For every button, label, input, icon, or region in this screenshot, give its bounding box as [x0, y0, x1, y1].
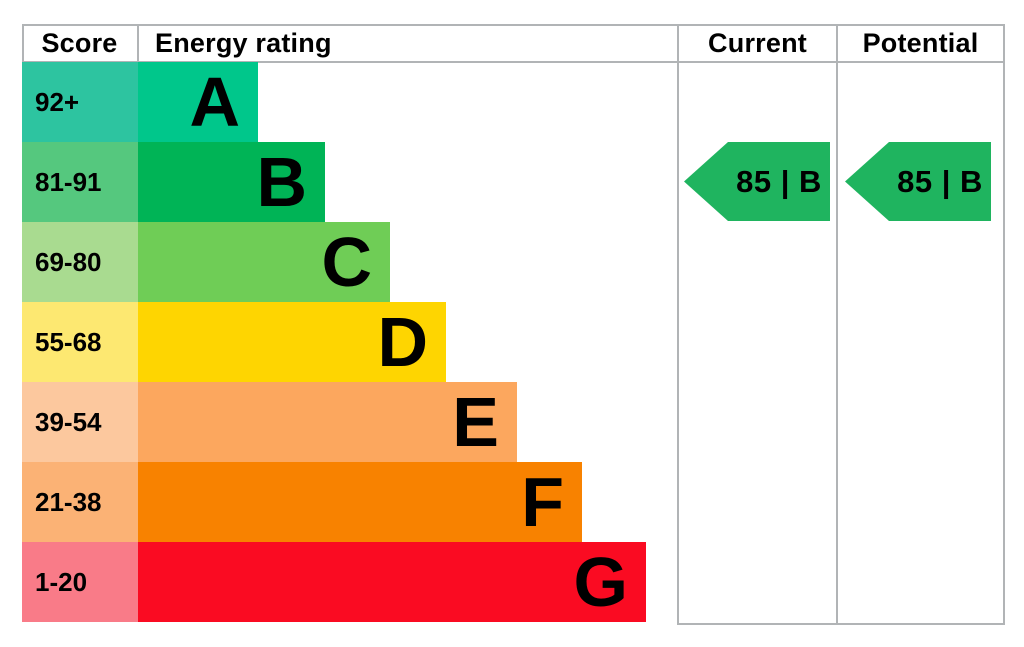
band-e-letter: E: [452, 383, 499, 461]
band-e-bar: E: [138, 382, 517, 462]
band-d-bar: D: [138, 302, 446, 382]
band-f-letter: F: [521, 463, 564, 541]
left-arrow-icon: [684, 142, 830, 221]
band-b-bar: B: [138, 142, 325, 222]
current-column-header: Current: [708, 27, 807, 58]
band-g-score-cell: 1-20: [22, 542, 138, 622]
current-rating-label: 85 | B: [736, 163, 822, 199]
potential-rating-arrow: 85 | B: [845, 142, 991, 221]
table-bottom-border: [677, 623, 1005, 625]
band-b-score-cell: 81-91: [22, 142, 138, 222]
potential-column-header: Potential: [862, 27, 979, 58]
band-c-bar: C: [138, 222, 390, 302]
current-rating-arrow: 85 | B: [684, 142, 830, 221]
header-underline: [22, 61, 1005, 63]
energy-rating-column-header: Energy rating: [155, 27, 332, 58]
current-column-left-border: [677, 24, 679, 625]
band-f-score-cell: 21-38: [22, 462, 138, 542]
table-left-border: [22, 24, 24, 63]
band-d-score-cell: 55-68: [22, 302, 138, 382]
left-arrow-icon: [845, 142, 991, 221]
band-c-letter: C: [321, 223, 372, 301]
band-g-letter: G: [573, 543, 628, 621]
score-column-divider: [137, 24, 139, 63]
table-right-border: [1003, 24, 1005, 625]
band-e-score-cell: 39-54: [22, 382, 138, 462]
score-column-header: Score: [41, 27, 118, 58]
band-b-letter: B: [256, 143, 307, 221]
potential-column-left-border: [836, 24, 838, 625]
band-a-score-cell: 92+: [22, 62, 138, 142]
band-f-bar: F: [138, 462, 582, 542]
band-d-letter: D: [377, 303, 428, 381]
band-a-letter: A: [189, 63, 240, 141]
band-c-score-cell: 69-80: [22, 222, 138, 302]
table-top-border: [22, 24, 1005, 26]
band-g-bar: G: [138, 542, 646, 622]
band-a-bar: A: [138, 62, 258, 142]
potential-rating-label: 85 | B: [897, 163, 983, 199]
